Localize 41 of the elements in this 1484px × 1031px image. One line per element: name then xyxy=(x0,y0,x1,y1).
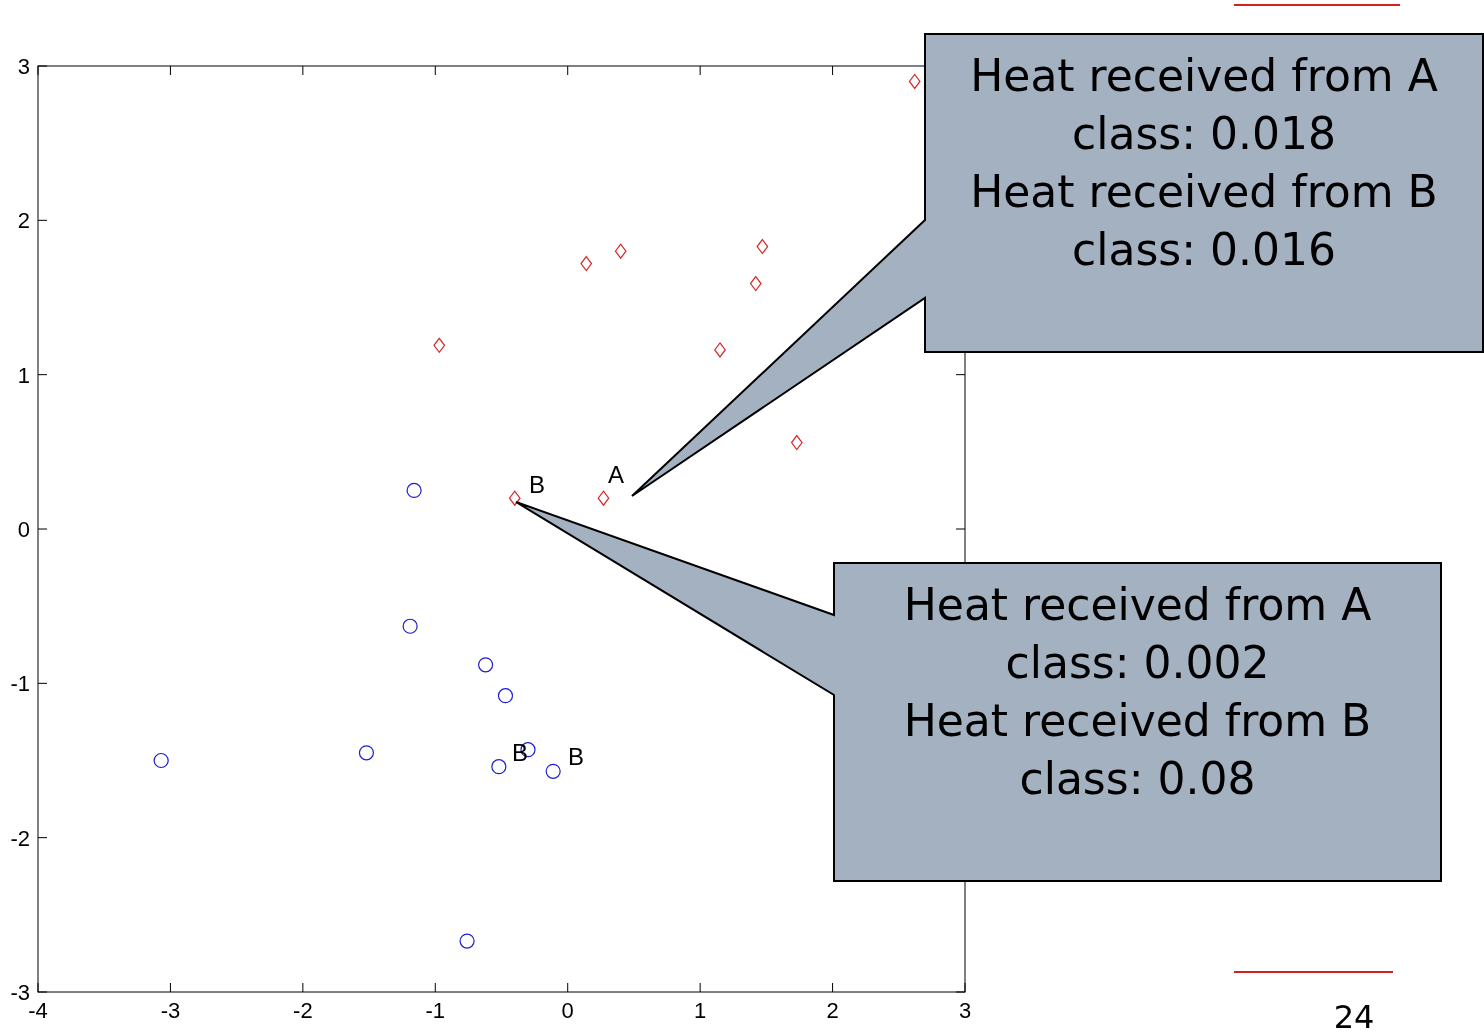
y-tick-label: -3 xyxy=(10,980,30,1005)
y-tick-label: -1 xyxy=(10,671,30,697)
point xyxy=(714,342,726,358)
x-tick-label: -4 xyxy=(28,998,48,1023)
x-tick-label: 2 xyxy=(826,998,839,1023)
annotation: B xyxy=(511,739,529,766)
point xyxy=(491,759,507,775)
y-tick-label: 0 xyxy=(17,517,30,542)
point xyxy=(545,763,561,779)
point xyxy=(614,243,627,259)
x-tick-label: 1 xyxy=(694,998,707,1023)
point xyxy=(358,745,375,761)
point xyxy=(508,490,521,506)
point xyxy=(478,657,494,673)
point xyxy=(790,434,803,451)
annotation: B xyxy=(567,743,585,770)
point xyxy=(402,618,418,634)
x-tick-label: 3 xyxy=(958,998,972,1023)
text: Heat received from A class: 0.018 Heat received from B class: 0.016 xyxy=(970,50,1438,275)
annotation: Heat received from A class: 0.002 Heat received from B class: 0.08 xyxy=(903,579,1372,804)
point xyxy=(497,688,514,704)
y-tick-label: 1 xyxy=(17,362,30,388)
point xyxy=(153,752,169,769)
x-tick-label: 0 xyxy=(561,998,574,1023)
point xyxy=(459,933,475,949)
point xyxy=(406,482,422,499)
y-tick-label: -2 xyxy=(10,825,30,851)
x-tick-label: -2 xyxy=(293,998,313,1023)
x-tick-label: -3 xyxy=(160,998,181,1023)
text: 24 xyxy=(1333,998,1375,1031)
point xyxy=(433,337,446,353)
annotation: B xyxy=(528,471,546,498)
point xyxy=(580,255,593,272)
point xyxy=(756,238,769,255)
point xyxy=(908,73,921,90)
y-tick-label: 3 xyxy=(17,54,30,79)
point xyxy=(597,490,610,506)
x-tick-label: -1 xyxy=(425,998,446,1023)
annotation: A xyxy=(607,461,625,488)
point xyxy=(749,276,762,292)
y-tick-label: 2 xyxy=(17,208,30,234)
